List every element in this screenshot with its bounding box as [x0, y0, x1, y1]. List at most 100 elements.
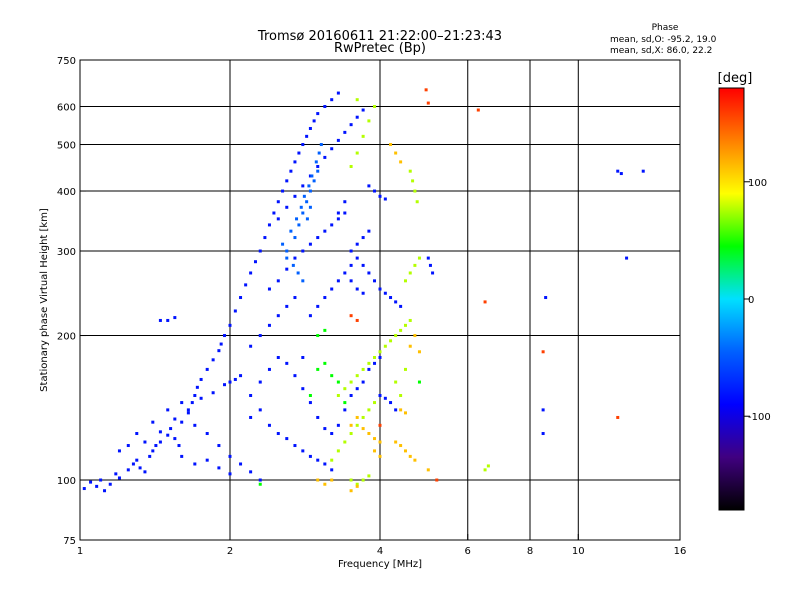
x-axis-label: Frequency [MHz]: [338, 559, 422, 570]
data-point: [108, 482, 112, 486]
data-point: [330, 147, 334, 151]
data-point: [217, 349, 221, 353]
data-point: [293, 374, 297, 378]
data-point: [308, 126, 312, 130]
data-point: [378, 394, 382, 398]
data-point: [399, 444, 403, 448]
data-point: [103, 489, 107, 493]
data-point: [276, 279, 280, 283]
data-point: [389, 401, 393, 405]
stats-line-o: mean, sd,O: -95.2, 19.0: [610, 35, 717, 45]
data-point: [228, 454, 232, 458]
data-point: [308, 401, 312, 405]
data-point: [285, 267, 289, 271]
x-tick-label: 16: [674, 546, 687, 557]
data-point: [308, 314, 312, 318]
colorbar: [718, 87, 745, 511]
data-point: [173, 417, 177, 421]
data-point: [361, 380, 365, 384]
data-point: [276, 355, 280, 359]
data-point: [151, 449, 155, 453]
data-point: [131, 462, 135, 466]
data-point: [285, 437, 289, 441]
data-point: [399, 304, 403, 308]
data-point: [544, 296, 548, 300]
data-point: [263, 236, 267, 240]
data-point: [281, 189, 285, 193]
data-point: [239, 462, 243, 466]
data-point: [383, 396, 387, 400]
y-tick-label: 400: [57, 187, 76, 198]
data-point: [301, 355, 305, 359]
data-point: [293, 194, 297, 198]
y-tick-label: 200: [57, 332, 76, 343]
data-point: [343, 211, 347, 215]
data-point: [336, 217, 340, 221]
data-point: [285, 179, 289, 183]
data-point: [361, 415, 365, 419]
data-point: [267, 223, 271, 227]
data-point: [343, 401, 347, 405]
data-point: [431, 271, 435, 275]
data-point: [233, 309, 237, 313]
data-point: [367, 361, 371, 365]
data-point: [355, 242, 359, 246]
data-point: [336, 138, 340, 142]
data-point: [486, 464, 490, 468]
data-point: [330, 374, 334, 378]
data-point: [89, 480, 93, 484]
data-point: [349, 423, 353, 427]
data-point: [355, 423, 359, 427]
data-point: [343, 130, 347, 134]
data-point: [336, 380, 340, 384]
data-point: [373, 355, 377, 359]
data-point: [258, 334, 262, 338]
data-point: [193, 394, 197, 398]
data-point: [239, 296, 243, 300]
data-point: [281, 242, 285, 246]
data-point: [343, 271, 347, 275]
data-point: [349, 263, 353, 267]
data-point: [138, 466, 142, 470]
data-point: [403, 323, 407, 327]
data-point: [355, 415, 359, 419]
data-point: [310, 174, 314, 178]
data-point: [408, 344, 412, 348]
data-point: [317, 151, 321, 155]
data-point: [403, 411, 407, 415]
data-point: [378, 423, 382, 427]
data-point: [253, 260, 257, 264]
data-point: [297, 151, 301, 155]
data-point: [223, 334, 227, 338]
data-point: [285, 205, 289, 209]
x-tick-label: 6: [465, 546, 471, 557]
x-tick-label: 2: [227, 546, 233, 557]
stats-heading: Phase: [652, 23, 679, 33]
data-point: [95, 484, 99, 488]
data-point: [323, 229, 327, 233]
data-point: [378, 355, 382, 359]
data-point: [276, 432, 280, 436]
data-point: [205, 432, 209, 436]
data-point: [307, 184, 311, 188]
data-point: [217, 444, 221, 448]
data-point: [349, 489, 353, 493]
data-point: [361, 134, 365, 138]
data-point: [258, 249, 262, 253]
data-point: [417, 256, 421, 260]
data-point: [343, 440, 347, 444]
data-point: [249, 415, 253, 419]
data-point: [302, 194, 306, 198]
data-point: [415, 200, 419, 204]
data-point: [378, 440, 382, 444]
data-point: [301, 449, 305, 453]
data-point: [295, 217, 299, 221]
data-point: [355, 374, 359, 378]
y-tick-label: 75: [63, 536, 76, 547]
data-point: [417, 350, 421, 354]
grid-lines: [80, 60, 680, 540]
data-point: [349, 380, 353, 384]
data-point: [258, 482, 262, 486]
data-point: [394, 408, 398, 412]
data-point: [267, 323, 271, 327]
